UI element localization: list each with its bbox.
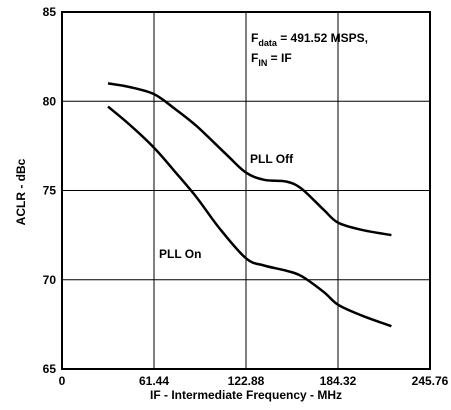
if-annotation: FIN = IF: [251, 51, 292, 68]
data-rate-annotation: Fdata = 491.52 MSPS,: [251, 31, 368, 48]
x-tick-label: 245.76: [412, 374, 449, 388]
y-tick-label: 65: [43, 362, 57, 376]
series-group: [107, 82, 392, 328]
y-tick-label: 80: [43, 94, 57, 108]
x-tick-label: 122.88: [228, 374, 265, 388]
series-line-pll-off: [107, 82, 392, 237]
y-tick-label: 70: [43, 273, 57, 287]
x-tick-label: 0: [59, 374, 66, 388]
series-line-pll-on: [107, 105, 392, 328]
series-label-pll-off: PLL Off: [250, 152, 294, 166]
y-tick-label: 75: [43, 184, 57, 198]
y-axis-title: ACLR - dBc: [14, 158, 28, 225]
grid-lines: [62, 12, 430, 369]
x-tick-label: 184.32: [320, 374, 357, 388]
x-tick-label: 61.44: [139, 374, 169, 388]
tick-labels: 0 61.44 122.88 184.32 245.76 65 70 75 80 85: [43, 5, 449, 388]
y-tick-label: 85: [43, 5, 57, 19]
x-axis-title: IF - Intermediate Frequency - MHz: [150, 388, 342, 402]
series-label-pll-on: PLL On: [159, 247, 201, 261]
plot-frame: [61, 11, 431, 370]
